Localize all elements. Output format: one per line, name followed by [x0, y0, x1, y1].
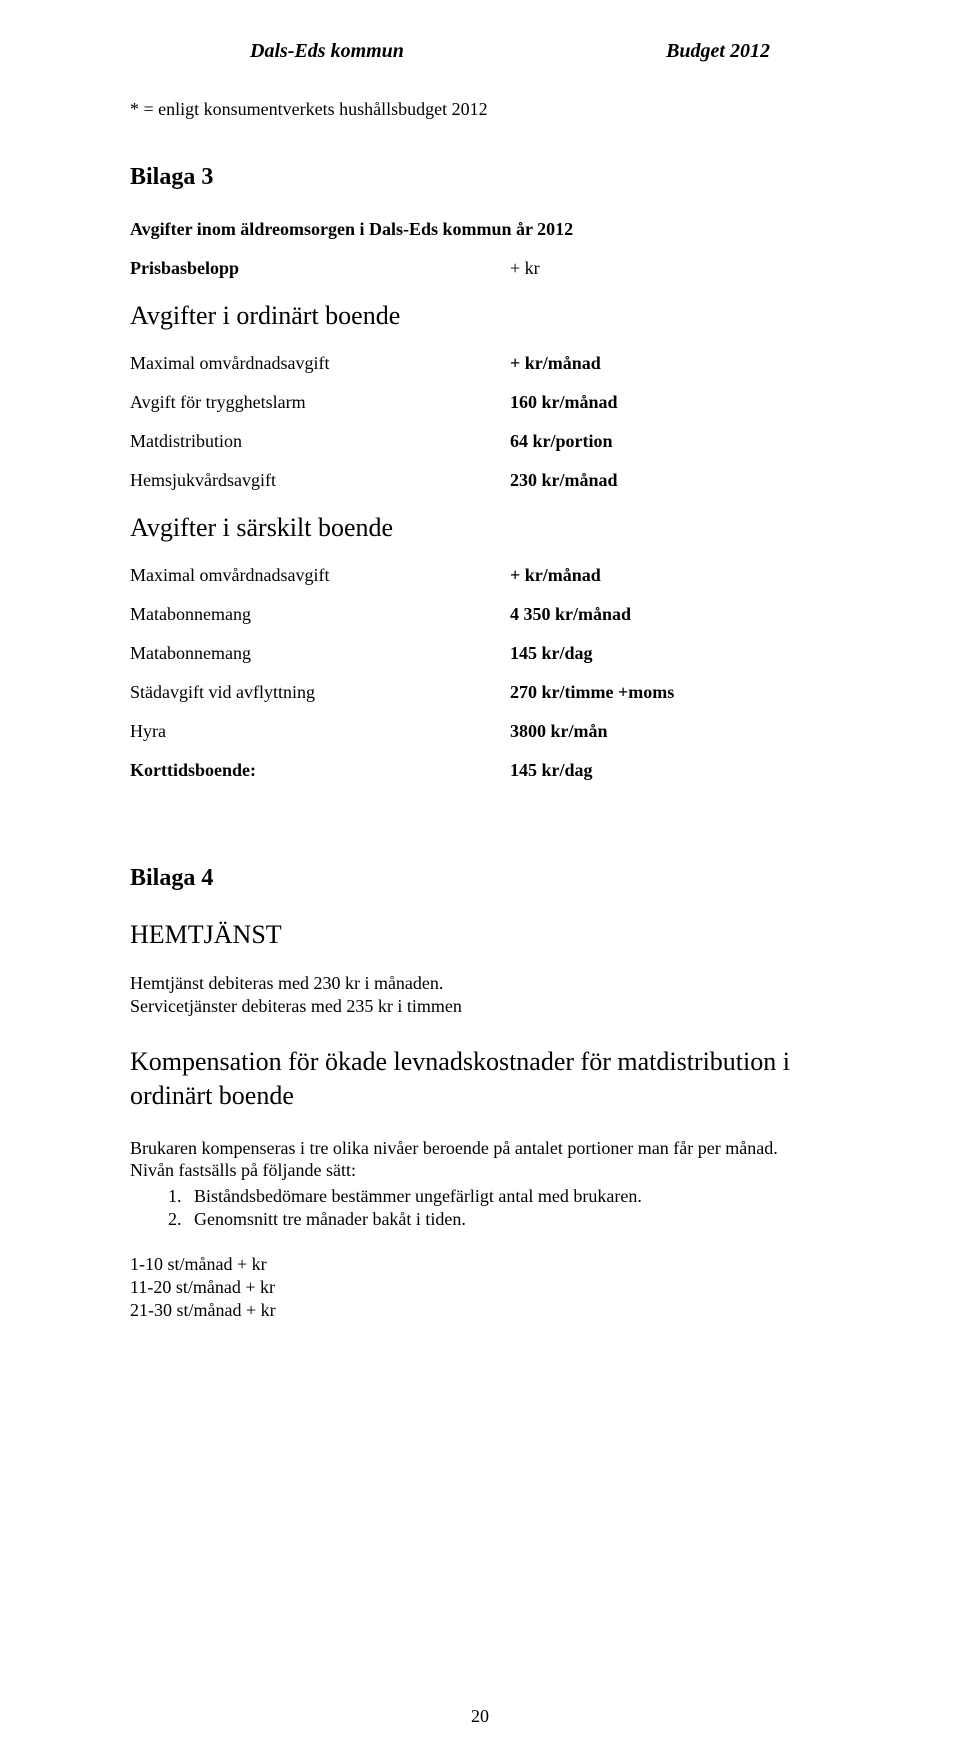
fee-value: 4 350 kr/månad — [510, 604, 850, 625]
header-right: Budget 2012 — [666, 40, 770, 63]
bilaga3-title: Bilaga 3 — [130, 164, 850, 191]
fee-value: + kr/månad — [510, 353, 850, 374]
page-number: 20 — [0, 1706, 960, 1727]
prisbasbelopp-value: + kr — [510, 258, 850, 279]
fee-row: Städavgift vid avflyttning 270 kr/timme … — [130, 682, 850, 703]
fee-value: 230 kr/månad — [510, 470, 850, 491]
document-header: Dals-Eds kommun Budget 2012 — [130, 40, 850, 63]
kompensation-intro: Brukaren kompenseras i tre olika nivåer … — [130, 1137, 850, 1160]
fee-row: Maximal omvårdnadsavgift + kr/månad — [130, 353, 850, 374]
fee-label: Maximal omvårdnadsavgift — [130, 353, 510, 374]
prisbasbelopp-label: Prisbasbelopp — [130, 258, 510, 279]
tier-row: 11-20 st/månad + kr — [130, 1277, 850, 1298]
page: Dals-Eds kommun Budget 2012 * = enligt k… — [0, 0, 960, 1757]
sarskilt-boende-title: Avgifter i särskilt boende — [130, 513, 850, 543]
fee-row: Hyra 3800 kr/mån — [130, 721, 850, 742]
fee-value: + kr/månad — [510, 565, 850, 586]
fee-label: Avgift för trygghetslarm — [130, 392, 510, 413]
tier-row: 21-30 st/månad + kr — [130, 1300, 850, 1321]
kompensation-nivaa: Nivån fastsälls på följande sätt: — [130, 1159, 850, 1182]
list-item: Biståndsbedömare bestämmer ungefärligt a… — [186, 1186, 850, 1207]
fee-row: Matabonnemang 4 350 kr/månad — [130, 604, 850, 625]
fee-value: 270 kr/timme +moms — [510, 682, 850, 703]
fee-label: Hyra — [130, 721, 510, 742]
header-left: Dals-Eds kommun — [250, 40, 404, 63]
kompensation-list: Biståndsbedömare bestämmer ungefärligt a… — [130, 1186, 850, 1230]
hemtjanst-line: Servicetjänster debiteras med 235 kr i t… — [130, 995, 850, 1018]
fee-row: Korttidsboende: 145 kr/dag — [130, 760, 850, 781]
fee-label: Städavgift vid avflyttning — [130, 682, 510, 703]
fee-value: 64 kr/portion — [510, 431, 850, 452]
tier-list: 1-10 st/månad + kr 11-20 st/månad + kr 2… — [130, 1254, 850, 1321]
fee-value: 145 kr/dag — [510, 760, 850, 781]
hemtjanst-text: Hemtjänst debiteras med 230 kr i månaden… — [130, 972, 850, 1017]
fee-label: Matdistribution — [130, 431, 510, 452]
prisbasbelopp-row: Prisbasbelopp + kr — [130, 258, 850, 279]
ordinart-boende-title: Avgifter i ordinärt boende — [130, 301, 850, 331]
fee-label: Matabonnemang — [130, 643, 510, 664]
bilaga3-subtitle: Avgifter inom äldreomsorgen i Dals-Eds k… — [130, 219, 850, 240]
fee-value: 145 kr/dag — [510, 643, 850, 664]
footnote-definition: * = enligt konsumentverkets hushållsbudg… — [130, 99, 850, 120]
fee-label: Maximal omvårdnadsavgift — [130, 565, 510, 586]
fee-row: Avgift för trygghetslarm 160 kr/månad — [130, 392, 850, 413]
fee-row: Maximal omvårdnadsavgift + kr/månad — [130, 565, 850, 586]
fee-label: Matabonnemang — [130, 604, 510, 625]
fee-row: Hemsjukvårdsavgift 230 kr/månad — [130, 470, 850, 491]
fee-value: 160 kr/månad — [510, 392, 850, 413]
bilaga4-title: Bilaga 4 — [130, 865, 850, 892]
kompensation-title: Kompensation för ökade levnadskostnader … — [130, 1045, 850, 1113]
fee-value: 3800 kr/mån — [510, 721, 850, 742]
hemtjanst-title: HEMTJÄNST — [130, 920, 850, 950]
fee-row: Matabonnemang 145 kr/dag — [130, 643, 850, 664]
fee-label: Hemsjukvårdsavgift — [130, 470, 510, 491]
fee-row: Matdistribution 64 kr/portion — [130, 431, 850, 452]
tier-row: 1-10 st/månad + kr — [130, 1254, 850, 1275]
list-item: Genomsnitt tre månader bakåt i tiden. — [186, 1209, 850, 1230]
hemtjanst-line: Hemtjänst debiteras med 230 kr i månaden… — [130, 972, 850, 995]
fee-label: Korttidsboende: — [130, 760, 510, 781]
